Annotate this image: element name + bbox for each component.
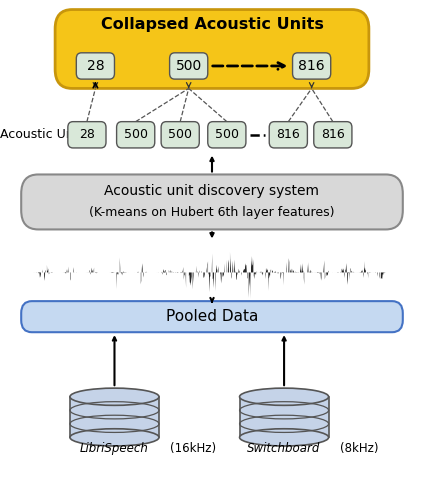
Text: 500: 500 [176, 59, 202, 73]
FancyBboxPatch shape [55, 10, 369, 88]
Text: 500: 500 [168, 128, 192, 141]
Ellipse shape [240, 429, 329, 446]
Text: (8kHz): (8kHz) [340, 442, 379, 455]
Ellipse shape [70, 429, 159, 446]
Polygon shape [240, 397, 329, 437]
FancyBboxPatch shape [68, 121, 106, 148]
FancyBboxPatch shape [293, 53, 331, 79]
Text: 500: 500 [124, 128, 148, 141]
Text: 500: 500 [215, 128, 239, 141]
Text: 816: 816 [276, 128, 300, 141]
Text: Pooled Data: Pooled Data [166, 309, 258, 324]
FancyBboxPatch shape [161, 121, 199, 148]
Text: (K-means on Hubert 6th layer features): (K-means on Hubert 6th layer features) [89, 206, 335, 219]
FancyBboxPatch shape [208, 121, 246, 148]
Ellipse shape [240, 388, 329, 405]
FancyBboxPatch shape [21, 174, 403, 229]
Text: Acoustic Units: Acoustic Units [0, 128, 89, 141]
Text: 816: 816 [321, 128, 345, 141]
FancyBboxPatch shape [76, 53, 114, 79]
Polygon shape [70, 397, 159, 437]
Text: 816: 816 [298, 59, 325, 73]
Text: Switchboard: Switchboard [247, 442, 321, 455]
FancyBboxPatch shape [170, 53, 208, 79]
Text: 28: 28 [79, 128, 95, 141]
Text: LibriSpeech: LibriSpeech [80, 442, 149, 455]
Text: (16kHz): (16kHz) [170, 442, 217, 455]
Text: Acoustic unit discovery system: Acoustic unit discovery system [104, 185, 320, 198]
FancyBboxPatch shape [269, 121, 307, 148]
Ellipse shape [70, 388, 159, 405]
FancyBboxPatch shape [21, 301, 403, 332]
Text: 28: 28 [86, 59, 104, 73]
Text: Collapsed Acoustic Units: Collapsed Acoustic Units [100, 17, 324, 33]
FancyBboxPatch shape [314, 121, 352, 148]
FancyBboxPatch shape [117, 121, 155, 148]
